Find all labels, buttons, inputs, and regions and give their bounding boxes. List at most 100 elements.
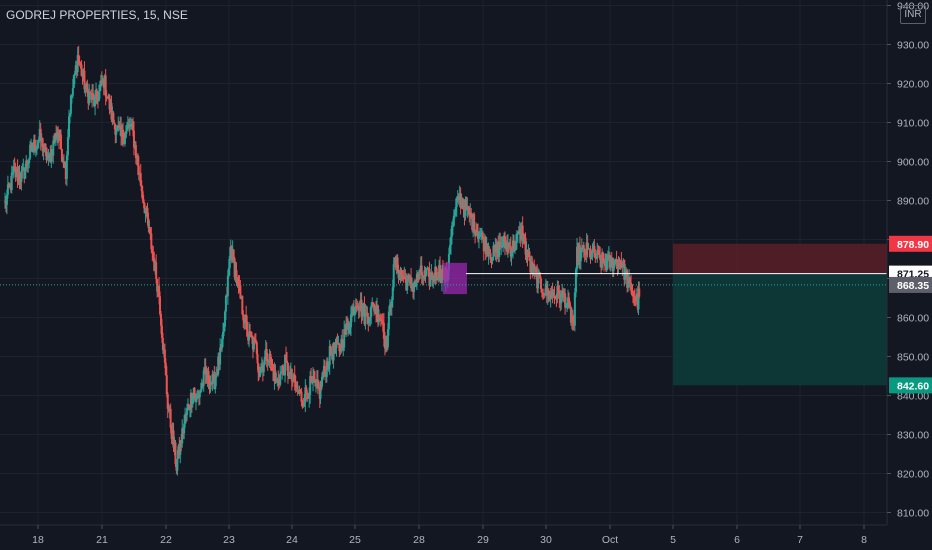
- candle-body[interactable]: [269, 354, 272, 364]
- candle-body[interactable]: [473, 214, 476, 232]
- candle-body[interactable]: [125, 127, 128, 132]
- candle-body[interactable]: [123, 137, 126, 144]
- candle-body[interactable]: [122, 129, 125, 140]
- candle-body[interactable]: [222, 326, 225, 332]
- candle-body[interactable]: [568, 302, 571, 307]
- candle-body[interactable]: [296, 385, 299, 391]
- candle-body[interactable]: [349, 314, 352, 328]
- candle-body[interactable]: [338, 343, 341, 352]
- candle-body[interactable]: [44, 143, 47, 148]
- candle-body[interactable]: [79, 63, 82, 65]
- candle-body[interactable]: [557, 286, 560, 291]
- candle-body[interactable]: [539, 278, 542, 289]
- candle-body[interactable]: [81, 75, 84, 77]
- candle-body[interactable]: [42, 149, 45, 152]
- candle-body[interactable]: [418, 269, 421, 280]
- candle-body[interactable]: [633, 297, 636, 300]
- candle-body[interactable]: [507, 243, 510, 247]
- candle-body[interactable]: [334, 347, 337, 353]
- candle-body[interactable]: [558, 290, 561, 299]
- candle-body[interactable]: [202, 370, 205, 386]
- candle-body[interactable]: [124, 131, 127, 138]
- candle-body[interactable]: [333, 343, 336, 353]
- candle-body[interactable]: [190, 392, 193, 404]
- candle-body[interactable]: [113, 122, 116, 125]
- candle-body[interactable]: [583, 249, 586, 255]
- candle-body[interactable]: [449, 236, 452, 246]
- candle-body[interactable]: [477, 235, 480, 239]
- take-profit-zone[interactable]: [673, 273, 887, 386]
- candle-body[interactable]: [24, 168, 27, 179]
- candle-body[interactable]: [238, 284, 241, 286]
- candle-body[interactable]: [306, 392, 309, 395]
- candle-body[interactable]: [386, 329, 389, 348]
- candle-body[interactable]: [550, 291, 553, 293]
- candle-body[interactable]: [150, 233, 153, 250]
- candle-body[interactable]: [52, 140, 55, 156]
- candle-body[interactable]: [70, 95, 73, 97]
- candle-body[interactable]: [246, 321, 249, 337]
- candle-body[interactable]: [95, 90, 98, 98]
- candle-body[interactable]: [223, 311, 226, 327]
- candle-body[interactable]: [479, 235, 482, 237]
- candle-body[interactable]: [115, 130, 118, 135]
- candle-body[interactable]: [106, 97, 109, 99]
- candle-body[interactable]: [569, 306, 572, 323]
- candle-body[interactable]: [300, 391, 303, 402]
- candle-body[interactable]: [319, 381, 322, 399]
- candle-body[interactable]: [610, 257, 613, 259]
- candle-body[interactable]: [461, 199, 464, 209]
- candle-body[interactable]: [97, 91, 100, 102]
- candle-body[interactable]: [253, 338, 256, 340]
- candle-body[interactable]: [146, 207, 149, 219]
- candle-body[interactable]: [619, 260, 622, 262]
- candle-body[interactable]: [254, 339, 257, 343]
- candle-body[interactable]: [450, 225, 453, 237]
- candle-body[interactable]: [304, 387, 307, 403]
- candle-body[interactable]: [453, 212, 456, 216]
- candle-body[interactable]: [64, 161, 67, 179]
- candle-body[interactable]: [476, 230, 479, 232]
- candle-body[interactable]: [370, 305, 373, 317]
- candle-body[interactable]: [191, 398, 194, 404]
- candle-body[interactable]: [239, 285, 242, 299]
- candle-body[interactable]: [26, 160, 29, 165]
- candle-body[interactable]: [595, 258, 598, 260]
- candle-body[interactable]: [449, 245, 451, 254]
- candle-body[interactable]: [551, 292, 554, 296]
- candle-body[interactable]: [326, 361, 329, 370]
- candle-body[interactable]: [354, 305, 357, 309]
- candle-body[interactable]: [452, 215, 455, 226]
- candle-body[interactable]: [156, 278, 159, 292]
- candle-body[interactable]: [613, 260, 616, 267]
- candle-body[interactable]: [565, 304, 568, 308]
- candle-body[interactable]: [105, 96, 108, 98]
- candle-body[interactable]: [160, 325, 163, 338]
- candle-body[interactable]: [548, 298, 551, 300]
- candle-body[interactable]: [342, 347, 345, 350]
- candle-body[interactable]: [181, 428, 184, 444]
- candle-body[interactable]: [186, 408, 189, 415]
- candle-body[interactable]: [68, 116, 70, 138]
- candle-body[interactable]: [94, 97, 97, 106]
- candle-body[interactable]: [388, 304, 391, 312]
- candle-body[interactable]: [6, 184, 9, 195]
- candle-body[interactable]: [92, 93, 95, 97]
- candle-body[interactable]: [155, 262, 158, 279]
- candle-body[interactable]: [11, 172, 14, 174]
- candle-body[interactable]: [387, 311, 390, 330]
- candle-body[interactable]: [129, 125, 132, 127]
- candle-body[interactable]: [358, 308, 361, 311]
- candle-body[interactable]: [416, 273, 419, 279]
- candle-body[interactable]: [476, 231, 479, 239]
- candle-body[interactable]: [377, 318, 380, 323]
- candle-body[interactable]: [35, 145, 38, 150]
- candle-body[interactable]: [543, 293, 546, 295]
- candle-body[interactable]: [481, 232, 484, 240]
- candle-body[interactable]: [271, 363, 274, 369]
- candle-body[interactable]: [611, 258, 614, 271]
- candle-body[interactable]: [286, 362, 289, 376]
- candle-body[interactable]: [353, 308, 356, 316]
- candle-body[interactable]: [161, 337, 164, 350]
- candle-body[interactable]: [301, 401, 304, 405]
